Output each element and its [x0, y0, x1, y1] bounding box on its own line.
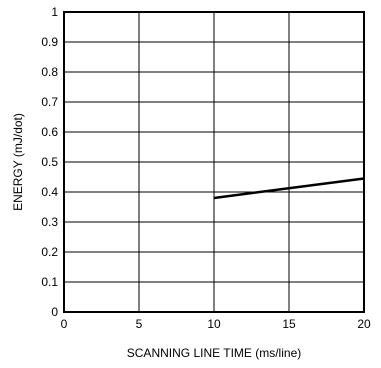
x-axis-title: SCANNING LINE TIME (ms/line) [127, 346, 301, 360]
y-tick-label: 0.3 [41, 215, 58, 229]
y-tick-label: 0.2 [41, 245, 58, 259]
y-tick-label: 1 [51, 5, 58, 19]
tick-labels: 00.10.20.30.40.50.60.70.80.910 5 10 15 20 [41, 5, 371, 331]
x-tick-label: 0 [61, 317, 68, 331]
y-tick-label: 0.8 [41, 65, 58, 79]
x-tick-label: 10 [207, 317, 221, 331]
y-tick-label: 0.6 [41, 125, 58, 139]
y-tick-label: 0.7 [41, 95, 58, 109]
grid-lines [64, 12, 364, 312]
series-layer [213, 177, 365, 200]
y-tick-label: 0.1 [41, 275, 58, 289]
series-line [213, 177, 365, 200]
x-tick-label: 20 [357, 317, 371, 331]
x-tick-label: 15 [282, 317, 296, 331]
y-tick-label: 0.4 [41, 185, 58, 199]
x-tick-label: 5 [136, 317, 143, 331]
y-tick-label: 0 [51, 305, 58, 319]
y-axis-title: ENERGY (mJ/dot) [11, 113, 25, 211]
y-tick-label: 0.5 [41, 155, 58, 169]
y-tick-label: 0.9 [41, 35, 58, 49]
plot-frame [63, 11, 365, 313]
